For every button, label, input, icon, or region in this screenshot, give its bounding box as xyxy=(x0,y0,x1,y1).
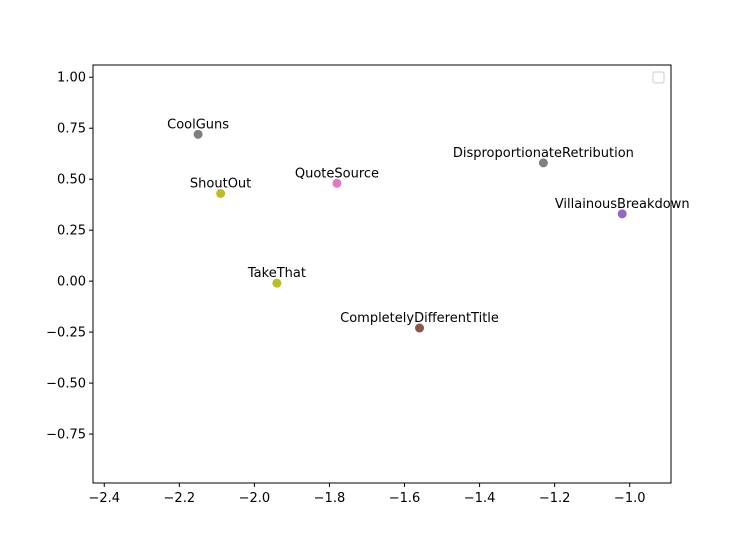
data-point xyxy=(272,278,282,288)
x-tick-label: −1.4 xyxy=(464,491,496,506)
y-tick-label: 1.00 xyxy=(57,71,86,86)
x-axis: −2.4 −2.2 −2.0 −1.8 −1.6 −1.4 −1.2 −1.0 xyxy=(88,483,646,506)
data-point-label: CompletelyDifferentTitle xyxy=(340,311,499,326)
x-tick-label: −1.6 xyxy=(389,491,421,506)
data-point-label: VillainousBreakdown xyxy=(555,197,690,212)
data-point xyxy=(332,178,342,188)
y-tick-label: −0.25 xyxy=(46,326,86,341)
x-tick-label: −2.4 xyxy=(88,491,120,506)
data-point xyxy=(415,323,425,333)
x-tick-label: −1.0 xyxy=(614,491,646,506)
y-tick-label: 0.75 xyxy=(57,122,86,137)
y-tick-label: 0.00 xyxy=(57,275,86,290)
data-points xyxy=(193,129,627,333)
point-labels: CoolGuns DisproportionateRetribution Quote… xyxy=(167,117,689,326)
y-tick-label: −0.75 xyxy=(46,428,86,443)
y-tick-label: 0.25 xyxy=(57,224,86,239)
data-point-label: ShoutOut xyxy=(190,176,251,191)
data-point-label: CoolGuns xyxy=(167,117,229,132)
data-point-label: TakeThat xyxy=(247,266,306,281)
plot-area-frame xyxy=(92,64,672,484)
data-point xyxy=(617,209,627,219)
data-point xyxy=(538,158,548,168)
x-tick-label: −2.2 xyxy=(164,491,196,506)
data-point-label: QuoteSource xyxy=(295,166,379,181)
x-tick-label: −1.8 xyxy=(314,491,346,506)
y-axis: 1.00 0.75 0.50 0.25 0.00 −0.25 −0.50 −0.75 xyxy=(46,71,93,443)
data-point xyxy=(193,129,203,139)
data-point xyxy=(216,188,226,198)
x-tick-label: −2.0 xyxy=(239,491,271,506)
data-point-label: DisproportionateRetribution xyxy=(453,146,634,161)
x-tick-label: −1.2 xyxy=(539,491,571,506)
legend-box xyxy=(652,71,665,84)
y-tick-label: −0.50 xyxy=(46,377,86,392)
y-tick-label: 0.50 xyxy=(57,173,86,188)
